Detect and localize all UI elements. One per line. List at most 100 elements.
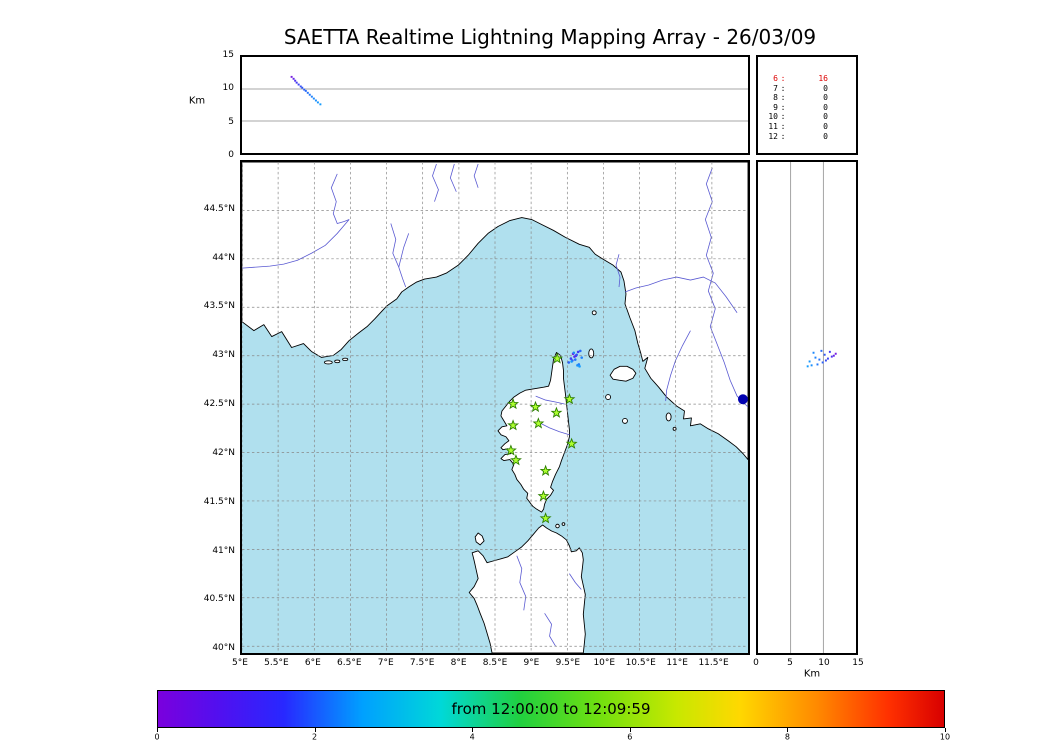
- lma-station-star: [551, 352, 564, 364]
- colorbar-label: from 12:00:00 to 12:09:59: [451, 700, 651, 718]
- map-lon-tick-label: 7°E: [377, 658, 394, 668]
- lightning-source-point: [301, 86, 304, 89]
- lightning-source-point: [812, 351, 815, 354]
- colorbar-tick-label: 6: [627, 732, 633, 742]
- lightning-source-point: [834, 352, 837, 355]
- map-lon-tick-label: 10.5°E: [625, 658, 656, 668]
- alt-lat-xtick-label: 15: [852, 658, 864, 668]
- capraia-island: [588, 348, 595, 359]
- river: [569, 573, 582, 590]
- map-panel: [240, 160, 750, 655]
- lma-station-star: [510, 454, 522, 466]
- river: [537, 421, 570, 436]
- lightning-source-point: [290, 75, 293, 78]
- alt-lat-x-axis-label: Km: [803, 668, 821, 680]
- lightning-source-point: [308, 93, 311, 96]
- alt-time-ytick-label: 15: [222, 50, 234, 60]
- river: [704, 167, 748, 408]
- lightning-source-point: [578, 365, 581, 368]
- river: [665, 330, 691, 402]
- lightning-source-point: [830, 355, 833, 358]
- lightning-source-point: [572, 351, 576, 355]
- map-lat-tick-label: 42.5°N: [203, 399, 235, 410]
- count-label: 7: [773, 83, 778, 93]
- source-counts-panel: 6: 16 7: 0 8: 0 9: 0 10: 0 11: 0 12: 0: [756, 55, 858, 155]
- river: [330, 173, 350, 224]
- colorbar-tick-label: 2: [312, 732, 318, 742]
- river: [449, 163, 457, 192]
- lightning-source-point: [820, 349, 823, 352]
- lma-station-star: [505, 444, 517, 456]
- lightning-source-point: [575, 353, 578, 357]
- count-label: 8: [773, 93, 778, 103]
- river: [432, 163, 439, 202]
- river: [544, 613, 556, 647]
- gorgona-island: [591, 310, 597, 316]
- lightning-source-point: [567, 361, 571, 364]
- lightning-source-point: [818, 358, 821, 361]
- altitude-latitude-panel: [756, 160, 858, 655]
- lightning-source-point: [294, 79, 297, 82]
- porquerolles-island: [323, 360, 333, 365]
- count-separator: :: [780, 112, 786, 122]
- lightning-source-point: [570, 360, 573, 363]
- count-row: 11: 0: [758, 122, 856, 132]
- lightning-source-point: [832, 354, 835, 357]
- figure-title: SAETTA Realtime Lightning Mapping Array …: [283, 25, 817, 49]
- map-lat-tick-label: 41.5°N: [203, 496, 235, 507]
- lightning-source-point: [579, 349, 582, 353]
- count-value: 0: [823, 102, 828, 112]
- river: [242, 219, 350, 269]
- alt-time-ytick-label: 10: [222, 83, 234, 94]
- rivers: [242, 163, 748, 647]
- colorbar-tick-mark: [472, 728, 474, 732]
- lightning-source-point: [303, 88, 306, 91]
- count-separator: :: [780, 74, 786, 83]
- colorbar-tick-mark: [157, 728, 158, 732]
- count-label: 6: [773, 74, 778, 83]
- count-separator: :: [780, 83, 786, 93]
- map-lat-tick-label: 44.5°N: [203, 203, 235, 214]
- lightning-source-point: [319, 103, 322, 106]
- lightning-source-point: [580, 356, 584, 359]
- colorbar-tick-mark: [787, 728, 789, 732]
- map-lon-tick-label: 8.5°E: [482, 658, 508, 668]
- count-value: 16: [818, 74, 828, 83]
- altitude-time-plot: [242, 75, 748, 122]
- map-lat-tick-label: 43°N: [212, 350, 235, 361]
- map-lon-tick-label: 6.5°E: [337, 658, 362, 668]
- count-value: 0: [823, 121, 828, 131]
- lma-station-star: [529, 400, 542, 413]
- sardinia-island: [468, 524, 586, 653]
- map-station-stars: [505, 352, 578, 524]
- lightning-source-point: [304, 89, 307, 92]
- lma-station-star: [563, 393, 576, 405]
- lma-station-star: [539, 512, 552, 524]
- lightning-source-point: [292, 77, 295, 80]
- lightning-source-point: [814, 356, 817, 359]
- map-lon-tick-label: 7.5°E: [409, 658, 435, 668]
- colorbar-tick-mark: [629, 728, 631, 732]
- map-lon-tick-label: 11.5°E: [698, 658, 729, 668]
- alt-lat-xtick-label: 5: [787, 658, 793, 668]
- lightning-source-point: [816, 363, 819, 366]
- lightning-source-point: [573, 358, 577, 361]
- colorbar-tick-mark: [314, 728, 316, 732]
- colorbar-tick-label: 4: [469, 732, 475, 742]
- maddalena-island: [555, 523, 560, 529]
- river: [624, 276, 738, 313]
- pianosa-island: [605, 394, 612, 401]
- count-label: 9: [773, 102, 778, 112]
- lma-station-star: [565, 437, 578, 449]
- caprera-island: [561, 522, 566, 526]
- lma-station-star: [507, 397, 520, 410]
- river: [398, 233, 410, 268]
- map-lon-tick-label: 9.5°E: [555, 658, 581, 668]
- colorbar-tick-label: 10: [939, 732, 951, 742]
- lightning-source-point: [306, 91, 309, 94]
- colorbar-tick-mark: [945, 728, 946, 732]
- lightning-source-point: [312, 97, 315, 100]
- asinara-island: [474, 532, 485, 546]
- lightning-source-point: [824, 359, 827, 362]
- map-lat-tick-label: 41°N: [212, 545, 235, 556]
